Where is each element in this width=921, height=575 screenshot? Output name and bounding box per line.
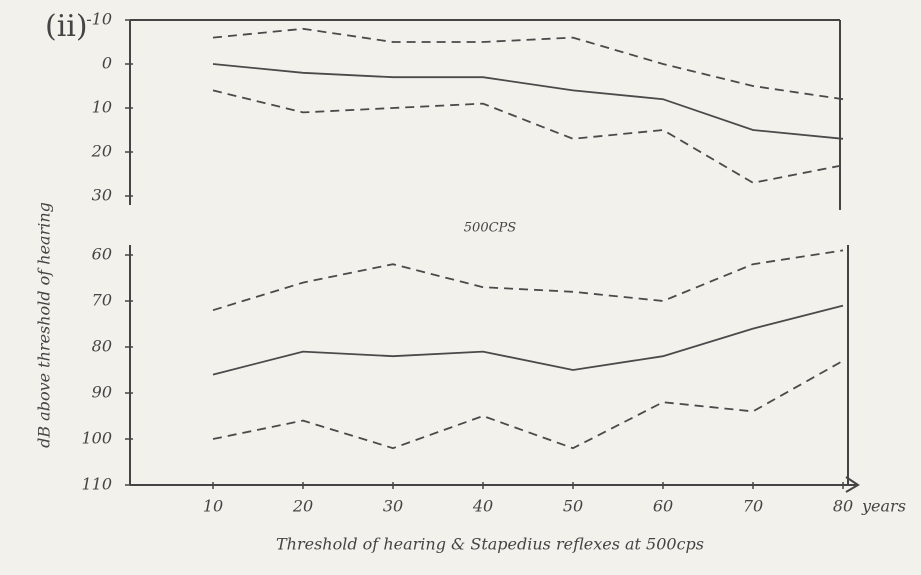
x-tick-label: 60 [653,497,673,516]
x-axis-label: years [861,497,906,516]
x-tick-label: 50 [563,497,583,516]
chart: (ii) 500CPS dB above threshold of hearin… [0,0,921,575]
caption: Threshold of hearing & Stapedius reflexe… [276,535,704,554]
y-tick-label: -10 [86,10,112,29]
y-tick-label: 20 [91,142,112,161]
y-tick-label: 80 [92,337,112,356]
y-tick-label: 100 [81,429,112,448]
y-tick-label: 110 [81,475,112,494]
page: (ii) 500CPS dB above threshold of hearin… [0,0,921,575]
x-tick-label: 20 [292,497,313,516]
x-tick-label: 10 [203,497,223,516]
y-tick-label: 60 [92,245,112,264]
paper [0,0,921,575]
y-axis-label: dB above threshold of hearing [35,202,54,448]
x-tick-label: 30 [383,497,403,516]
x-tick-label: 70 [743,497,763,516]
y-tick-label: 30 [92,186,112,205]
y-tick-label: 10 [92,98,112,117]
y-tick-label: 0 [102,54,112,73]
panel-label: (ii) [45,9,88,44]
y-tick-label: 90 [92,383,112,402]
x-tick-label: 80 [833,497,853,516]
chart-title: 500CPS [464,221,517,236]
x-tick-label: 40 [472,497,493,516]
y-tick-label: 70 [92,291,112,310]
